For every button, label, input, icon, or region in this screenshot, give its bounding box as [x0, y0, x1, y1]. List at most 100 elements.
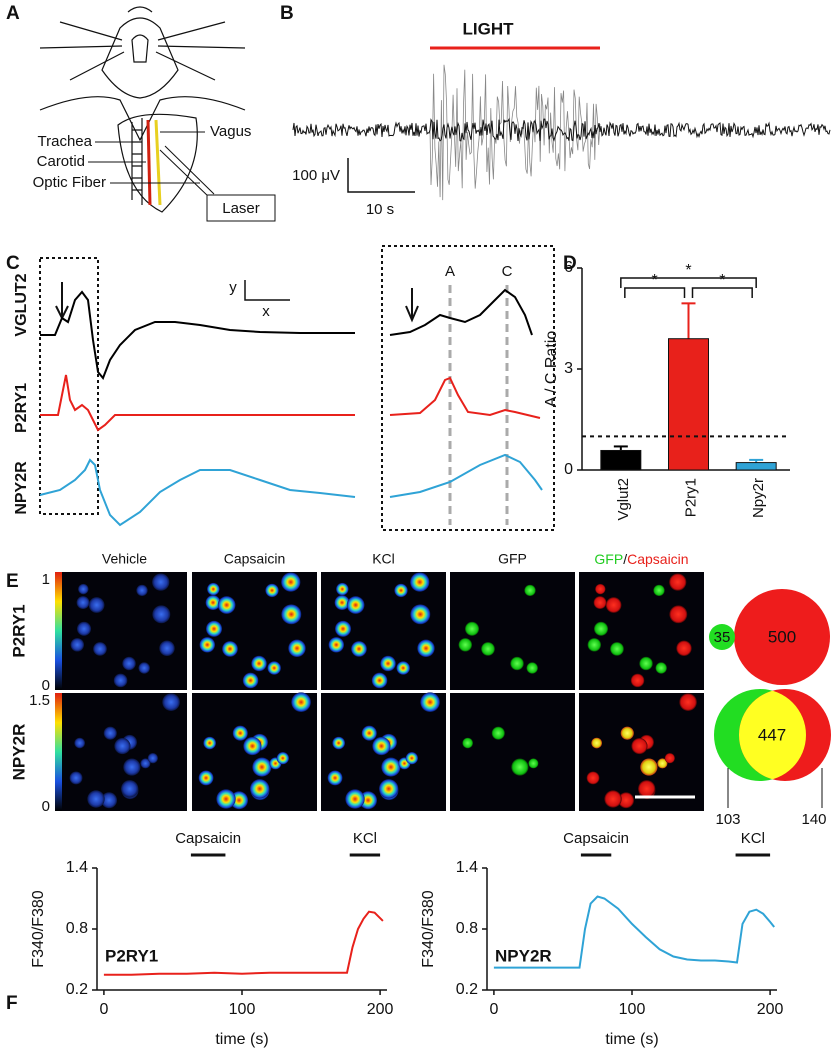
cell	[138, 662, 150, 674]
series-label: P2RY1	[105, 946, 158, 965]
y-tick-label: 3	[564, 360, 573, 377]
venn-capsaicin	[734, 589, 830, 685]
panel-letter: A	[6, 3, 20, 24]
cell	[203, 736, 217, 750]
column-header: KCl	[372, 551, 395, 567]
cell	[591, 737, 603, 749]
x-tick-label: P2ry1	[682, 478, 699, 517]
trace	[40, 290, 355, 380]
series-line	[493, 895, 775, 969]
label: Vagus	[210, 123, 251, 140]
panel-letter: F	[6, 993, 18, 1014]
cell	[587, 638, 602, 652]
cell	[657, 758, 668, 769]
peak-label: C	[502, 263, 513, 280]
cell	[510, 656, 524, 671]
optic-fiber	[159, 145, 215, 199]
traces: VGLUT2 P2RY1 NPY2R	[13, 273, 543, 527]
cell	[78, 583, 89, 595]
venn-count: 35	[714, 629, 731, 646]
cell	[217, 596, 236, 614]
cell	[604, 790, 622, 808]
cell	[618, 792, 635, 809]
x-axis-label: time (s)	[215, 1031, 268, 1048]
cell	[346, 596, 365, 614]
cell	[586, 771, 600, 785]
cell	[267, 661, 281, 675]
venn-gfp	[709, 624, 735, 650]
cell	[242, 672, 259, 689]
x-tick-label: 0	[99, 1001, 108, 1018]
zoom-box	[39, 257, 99, 515]
peak-label: A	[445, 263, 455, 280]
cell	[528, 758, 539, 769]
cell	[524, 584, 536, 597]
cell	[593, 596, 607, 610]
x-tick-label: 200	[757, 1001, 784, 1018]
cell	[74, 737, 86, 749]
stimulus-label: KCl	[741, 830, 765, 847]
cell	[101, 792, 118, 809]
bar	[600, 449, 642, 471]
cell	[327, 770, 343, 786]
nerve-recording	[292, 64, 831, 201]
cell	[93, 642, 107, 656]
header-part: GFP	[594, 551, 623, 567]
label: Optic Fiber	[33, 174, 106, 191]
y-axis-label: F340/F380	[420, 890, 437, 967]
cell	[410, 604, 431, 625]
arrow	[55, 282, 419, 323]
cell	[380, 655, 396, 672]
cell	[405, 752, 418, 765]
colorbar	[55, 572, 62, 690]
mouse-drawing	[39, 6, 246, 213]
cell	[595, 583, 606, 595]
venn-leader	[727, 768, 823, 808]
cell	[121, 780, 139, 798]
cell	[345, 789, 365, 809]
label: Trachea	[38, 133, 93, 150]
cell	[664, 753, 675, 764]
cell	[265, 583, 279, 598]
cell	[332, 736, 346, 750]
y-tick-label: 0.2	[66, 981, 88, 998]
bar	[735, 462, 777, 471]
cell	[593, 621, 609, 636]
trace-zoom	[389, 453, 543, 498]
cell	[336, 582, 349, 596]
venn-count: 103	[715, 811, 740, 828]
y-tick-label: 0.8	[66, 920, 88, 937]
cell	[152, 573, 170, 591]
venn-count: 447	[758, 725, 786, 744]
cell	[291, 692, 311, 712]
cell	[198, 770, 214, 786]
significance-label: *	[652, 272, 658, 289]
cell	[243, 736, 262, 756]
cell	[526, 662, 538, 674]
label: Carotid	[37, 153, 85, 170]
cell	[610, 642, 624, 656]
panel-letter: B	[280, 3, 294, 24]
trace-zoom	[389, 288, 533, 336]
colorbar-label: 0	[42, 677, 50, 694]
cell	[251, 655, 267, 672]
y-axis-label: A / C Ratio	[543, 331, 560, 408]
cell	[250, 779, 270, 799]
x-tick-label: 100	[229, 1001, 256, 1018]
colorbar	[55, 693, 62, 811]
y-tick-label: 0.2	[456, 981, 478, 998]
cell	[216, 789, 236, 809]
cell	[481, 642, 495, 656]
cell	[630, 673, 645, 688]
cell	[252, 757, 272, 777]
x-tick-label: Vglut2	[615, 478, 632, 521]
cell	[122, 656, 136, 671]
row-label: NPY2R	[9, 724, 28, 781]
panel-letter: C	[6, 253, 20, 274]
cell	[232, 725, 248, 741]
zoom-box	[381, 245, 555, 531]
baseline-trace	[292, 117, 831, 142]
header-part: /	[623, 551, 627, 567]
cell	[464, 621, 480, 636]
scale-bar	[244, 280, 290, 301]
